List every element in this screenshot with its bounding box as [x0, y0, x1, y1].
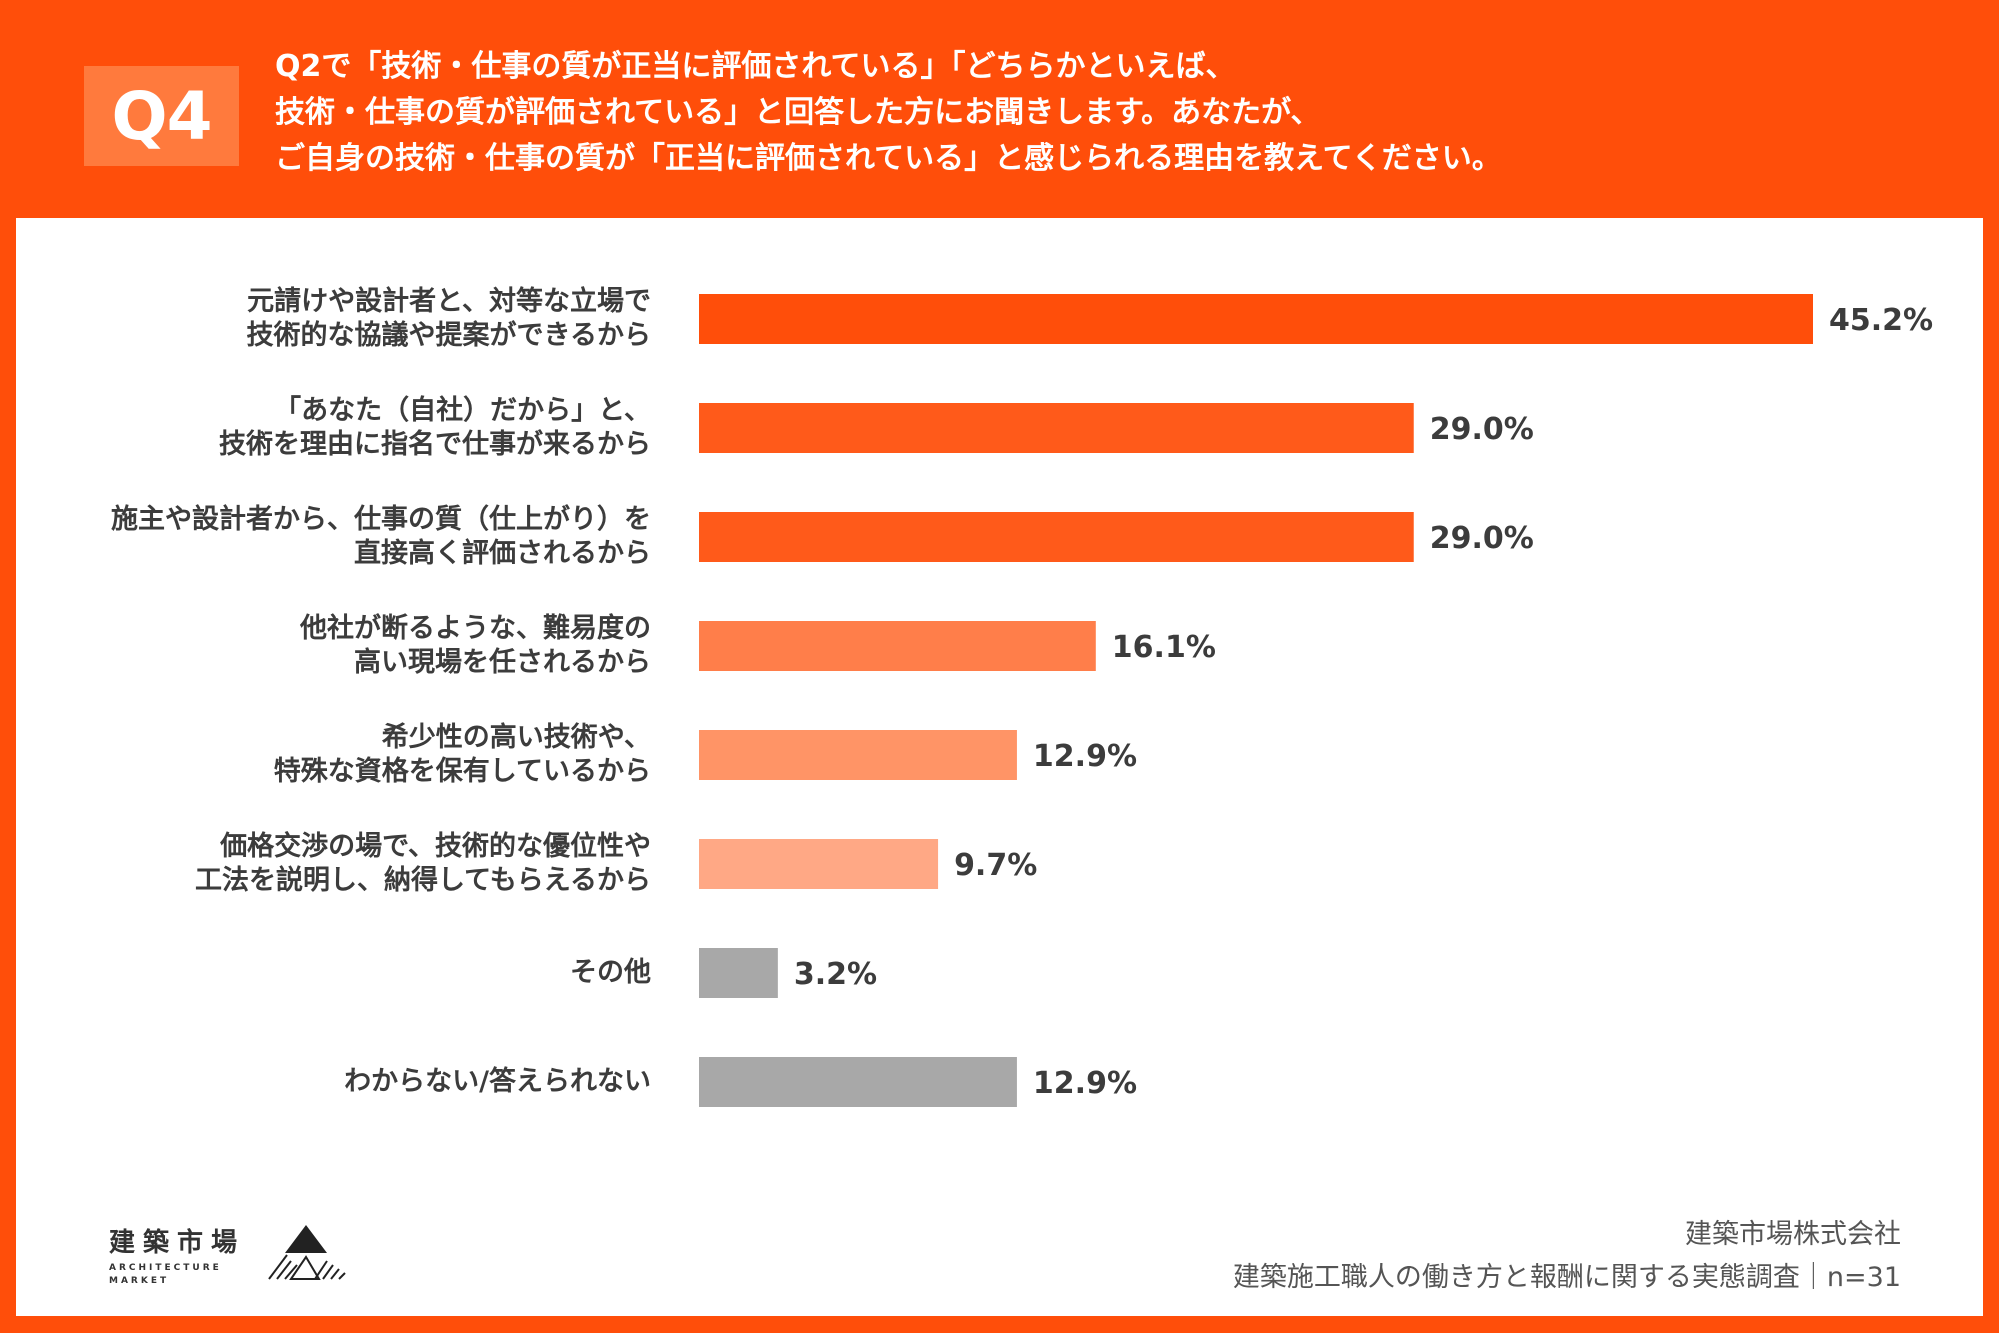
category-label-line: 直接高く評価されるから	[354, 538, 651, 569]
chart-panel: 45.2% 29.0% 29.0% 16.1% 12.9% 9.7% 3.2% 12.9% 元…	[16, 218, 1983, 1316]
footer-company: 建築市場株式会社	[1685, 1219, 1901, 1250]
question-text: Q2で「技術・仕事の質が正当に評価されている」「どちらかといえば、 技術・仕事の…	[275, 44, 1955, 182]
data-label: 3.2%	[794, 957, 877, 992]
category-label: わからない/答えられない	[11, 1065, 651, 1099]
bar	[699, 294, 1813, 344]
category-label: 価格交渉の場で、技術的な優位性や 工法を説明し、納得してもらえるから	[11, 830, 651, 898]
category-label-line: 特殊な資格を保有しているから	[273, 756, 651, 787]
question-number-badge: Q4	[84, 66, 239, 166]
category-label-line: 他社が断るような、難易度の	[300, 613, 651, 644]
bar	[699, 839, 939, 889]
footer-survey: 建築施工職人の働き方と報酬に関する実態調査｜n=31	[1232, 1262, 1901, 1293]
category-label-line: 工法を説明し、納得してもらえるから	[194, 865, 651, 896]
category-label: 元請けや設計者と、対等な立場で 技術的な協議や提案ができるから	[11, 285, 651, 353]
bar	[699, 512, 1414, 562]
bar	[699, 730, 1017, 780]
logo-name-en-line: ARCHITECTURE	[109, 1263, 222, 1273]
logo-name-en-line: MARKET	[109, 1276, 170, 1286]
category-label-line: 高い現場を任されるから	[354, 647, 651, 678]
data-label: 29.0%	[1430, 412, 1534, 447]
data-label: 12.9%	[1033, 739, 1137, 774]
category-label: 「あなた（自社）だから」と、 技術を理由に指名で仕事が来るから	[11, 394, 651, 462]
category-label-line: 技術を理由に指名で仕事が来るから	[219, 429, 651, 460]
category-label-line: 「あなた（自社）だから」と、	[274, 395, 651, 426]
category-label: 希少性の高い技術や、 特殊な資格を保有しているから	[11, 721, 651, 789]
bar	[699, 948, 778, 998]
category-label: 施主や設計者から、仕事の質（仕上がり）を 直接高く評価されるから	[11, 503, 651, 571]
data-label: 16.1%	[1112, 630, 1216, 665]
category-label-line: 価格交渉の場で、技術的な優位性や	[220, 831, 651, 862]
data-label: 29.0%	[1430, 521, 1534, 556]
footer: 建築市場株式会社 建築施工職人の働き方と報酬に関する実態調査｜n=31	[1233, 1213, 1901, 1299]
question-line: Q2で「技術・仕事の質が正当に評価されている」「どちらかといえば、	[275, 49, 1236, 84]
architecture-market-logo: 建築市場 ARCHITECTURE MARKET	[109, 1218, 369, 1298]
bar-chart: 45.2% 29.0% 29.0% 16.1% 12.9% 9.7% 3.2% 12.9%	[699, 294, 1933, 1107]
bar	[699, 621, 1096, 671]
category-label: 他社が断るような、難易度の 高い現場を任されるから	[11, 612, 651, 680]
header: Q4 Q2で「技術・仕事の質が正当に評価されている」「どちらかといえば、 技術・…	[0, 0, 1999, 215]
category-label-line: 希少性の高い技術や、	[381, 722, 651, 753]
category-label-line: わからない/答えられない	[344, 1066, 651, 1097]
question-line: ご自身の技術・仕事の質が「正当に評価されている」と感じられる理由を教えてください…	[275, 141, 1502, 176]
category-label: その他	[11, 956, 651, 990]
category-label-line: 技術的な協議や提案ができるから	[246, 320, 651, 351]
logo-name-jp: 建築市場	[109, 1228, 246, 1258]
data-label: 12.9%	[1033, 1066, 1137, 1101]
category-label-line: 元請けや設計者と、対等な立場で	[247, 286, 651, 317]
data-label: 45.2%	[1829, 303, 1933, 338]
data-label: 9.7%	[954, 848, 1037, 883]
category-label-line: その他	[570, 957, 651, 988]
logo-name-en: ARCHITECTURE MARKET	[109, 1262, 222, 1288]
category-label-line: 施主や設計者から、仕事の質（仕上がり）を	[111, 504, 651, 535]
bar	[699, 403, 1414, 453]
logo-triangle-icon	[268, 1225, 346, 1280]
question-line: 技術・仕事の質が評価されている」と回答した方にお聞きします。あなたが、	[275, 95, 1321, 130]
bar	[699, 1057, 1017, 1107]
